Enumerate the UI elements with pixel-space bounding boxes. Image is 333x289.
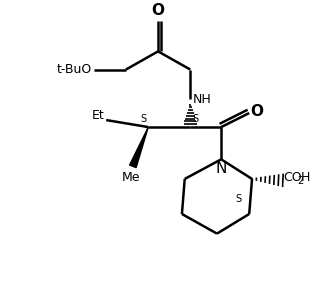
Text: t-BuO: t-BuO: [57, 63, 92, 76]
Text: O: O: [251, 104, 264, 119]
Text: S: S: [140, 114, 146, 124]
Text: Me: Me: [122, 171, 141, 184]
Text: Et: Et: [92, 109, 104, 122]
Text: O: O: [152, 3, 165, 18]
Polygon shape: [130, 127, 148, 168]
Text: S: S: [192, 114, 198, 124]
Text: H: H: [300, 171, 310, 184]
Text: 2: 2: [297, 176, 304, 186]
Text: NH: NH: [192, 92, 211, 105]
Text: S: S: [235, 194, 241, 203]
Text: N: N: [215, 161, 227, 176]
Text: CO: CO: [283, 171, 301, 184]
